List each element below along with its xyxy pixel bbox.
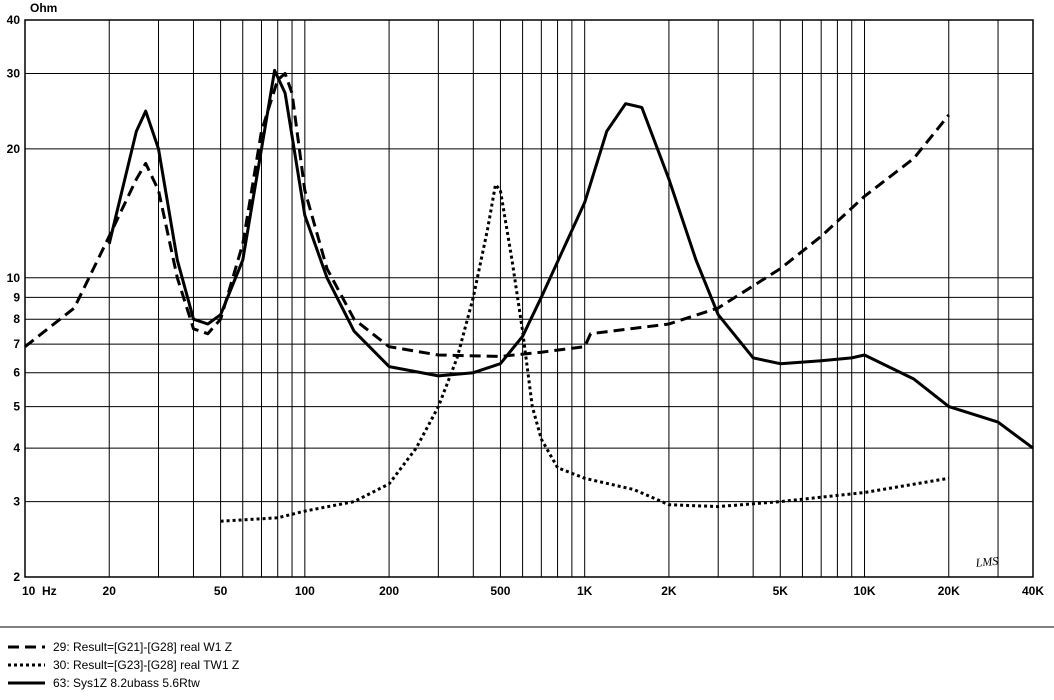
x-tick-label: 5K xyxy=(773,584,789,598)
y-tick-label: 3 xyxy=(13,495,20,509)
x-tick-label: 10K xyxy=(854,584,876,598)
y-tick-label: 8 xyxy=(13,312,20,326)
y-tick-label: 20 xyxy=(7,142,21,156)
y-tick-label: 7 xyxy=(13,337,20,351)
y-tick-label: 2 xyxy=(13,570,20,584)
x-tick-label: 200 xyxy=(379,584,399,598)
x-tick-label: 2K xyxy=(661,584,677,598)
plot-frame xyxy=(24,19,1034,578)
x-tick-label: 1K xyxy=(577,584,593,598)
y-tick-label: 40 xyxy=(7,13,21,27)
series-line xyxy=(24,72,950,358)
y-axis-label: Ohm xyxy=(30,1,57,15)
y-tick-label: 6 xyxy=(13,366,20,380)
y-tick-label: 4 xyxy=(13,441,20,455)
x-tick-label: 500 xyxy=(490,584,510,598)
x-tick-label: 10 Hz xyxy=(22,584,57,598)
series-line xyxy=(220,183,950,523)
y-tick-label: 30 xyxy=(7,66,21,80)
x-tick-label: 20 xyxy=(103,584,117,598)
x-tick-label: 40K xyxy=(1022,584,1044,598)
y-tick-label: 5 xyxy=(13,400,20,414)
x-tick-label: 20K xyxy=(938,584,960,598)
legend-label: 63: Sys1Z 8.2ubass 5.6Rtw xyxy=(53,676,200,690)
legend-label: 30: Result=[G23]-[G28] real TW1 Z xyxy=(53,658,239,672)
series-line xyxy=(107,68,1034,450)
x-tick-label: 100 xyxy=(295,584,315,598)
y-tick-label: 9 xyxy=(13,290,20,304)
y-tick-label: 10 xyxy=(7,271,21,285)
legend-label: 29: Result=[G21]-[G28] real W1 Z xyxy=(53,640,232,654)
x-tick-label: 50 xyxy=(214,584,228,598)
logo: LMS xyxy=(974,554,999,570)
